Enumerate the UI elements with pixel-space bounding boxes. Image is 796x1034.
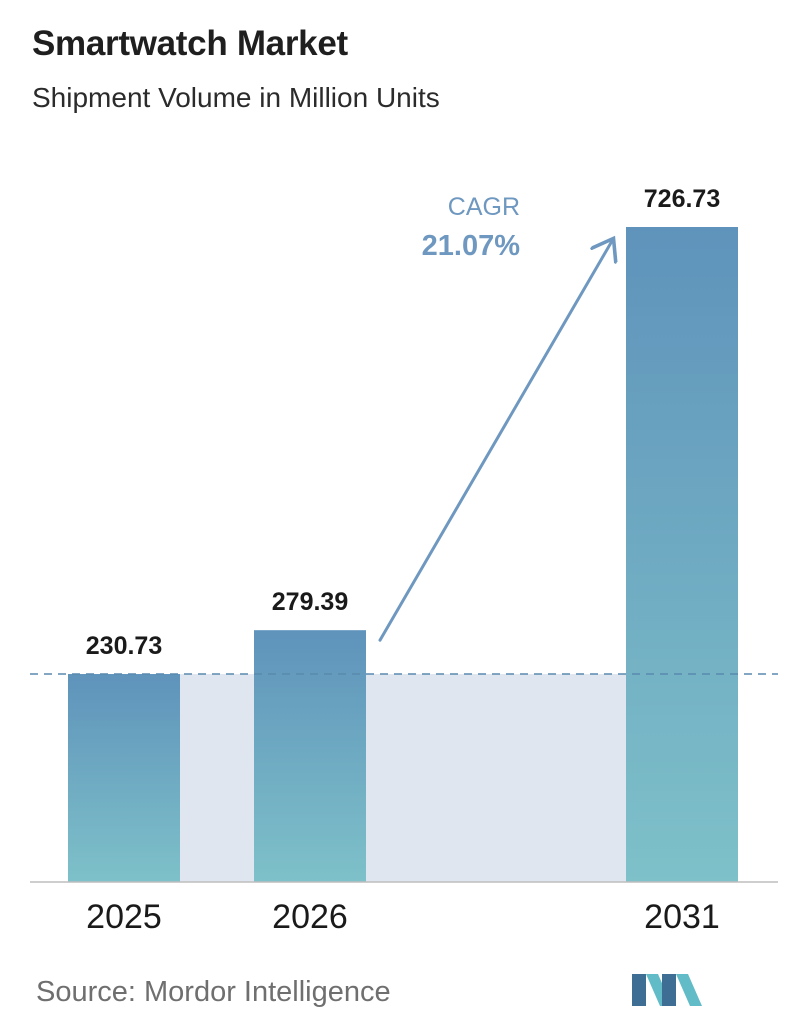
cagr-arrow	[378, 241, 612, 642]
mordor-intelligence-logo-icon	[632, 970, 704, 1011]
value-label-2031: 726.73	[644, 185, 720, 213]
bar-2031	[626, 227, 738, 882]
chart-subtitle: Shipment Volume in Million Units	[32, 82, 440, 113]
bar-2025	[68, 674, 180, 882]
category-label-2031: 2031	[644, 898, 720, 936]
cagr-label: CAGR	[448, 193, 520, 221]
cagr-value: 21.07%	[422, 230, 521, 262]
category-label-2026: 2026	[272, 898, 348, 936]
chart-title: Smartwatch Market	[32, 24, 348, 63]
value-label-2025: 230.73	[86, 632, 162, 660]
value-label-2026: 279.39	[272, 588, 348, 616]
category-label-2025: 2025	[86, 898, 162, 936]
source-text: Source: Mordor Intelligence	[36, 976, 391, 1008]
bar-2026	[254, 630, 366, 882]
bar-chart: 230.73 2025 279.39 2026 726.73 2031 CAGR 21.07%	[30, 185, 778, 936]
